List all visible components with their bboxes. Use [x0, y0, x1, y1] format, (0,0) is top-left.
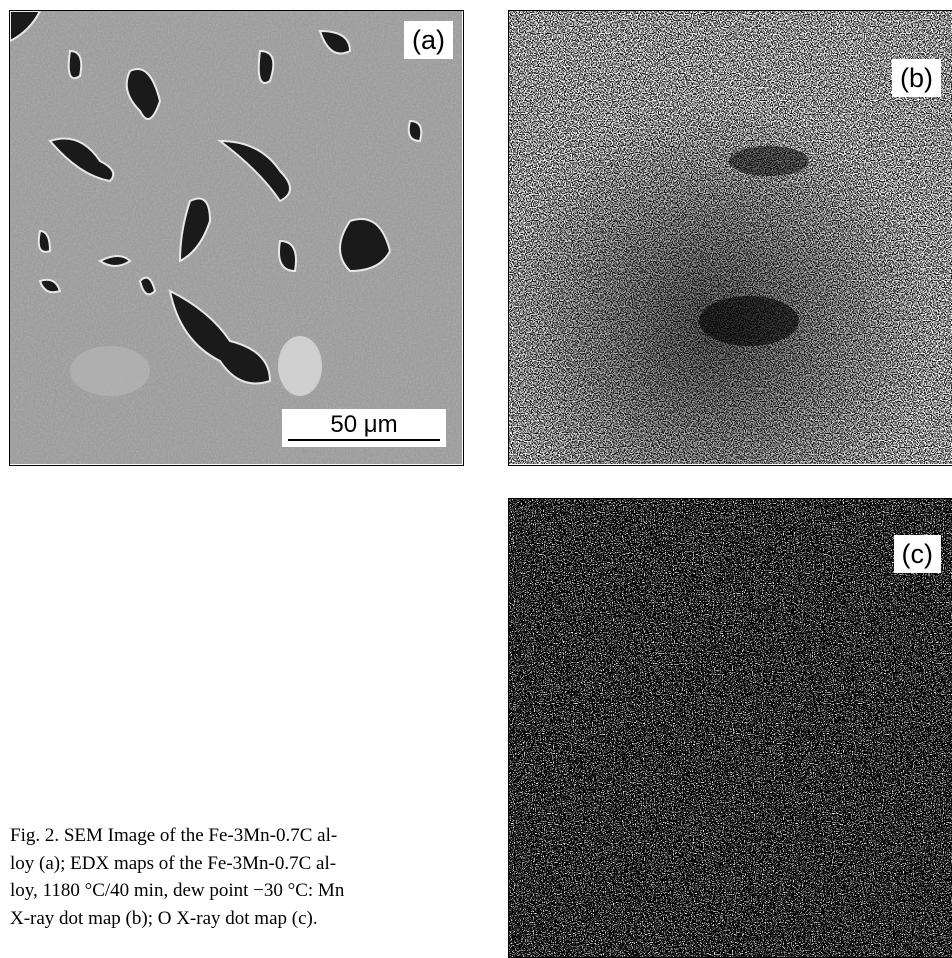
panel-label: (c)	[894, 535, 941, 573]
panel-label: (b)	[892, 59, 941, 97]
panel-a: (a) 50 μm	[9, 10, 464, 466]
mn-map	[509, 11, 952, 464]
caption-line: loy (a); EDX maps of the Fe-3Mn-0.7C al-	[10, 850, 470, 878]
caption-line: loy, 1180 °C/40 min, dew point −30 °C: M…	[10, 877, 470, 905]
panel-b: (b)	[508, 10, 952, 466]
scale-bar-text: 50 μm	[282, 411, 446, 439]
figure-caption: Fig. 2. SEM Image of the Fe-3Mn-0.7C al-…	[10, 822, 470, 932]
panel-c: (c)	[508, 498, 952, 958]
scale-bar: 50 μm	[282, 409, 446, 447]
scale-bar-line	[288, 439, 440, 441]
o-map	[509, 499, 952, 958]
panel-label: (a)	[404, 21, 453, 59]
caption-line: Fig. 2. SEM Image of the Fe-3Mn-0.7C al-	[10, 822, 470, 850]
page: {"panels": [ {"label": "(a)", "scale_bar…	[0, 0, 952, 945]
caption-line: X-ray dot map (b); O X-ray dot map (c).	[10, 905, 470, 933]
sem-image	[10, 11, 462, 464]
